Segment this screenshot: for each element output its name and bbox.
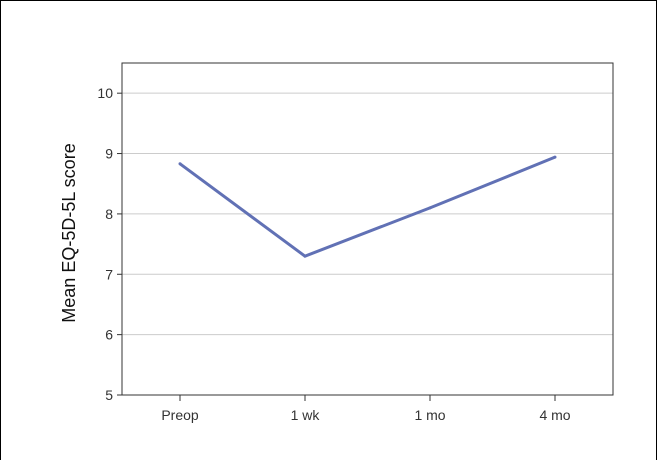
- series-line: [179, 155, 556, 258]
- axis-ticks: 5 6 7 8 9 10 Preop 1 wk 1 mo 4 mo: [97, 85, 570, 423]
- data-point: [178, 162, 182, 166]
- x-tick-label: 1 mo: [414, 407, 445, 423]
- plot-area: [121, 62, 614, 396]
- y-tick-label: 7: [105, 266, 113, 282]
- y-tick-label: 6: [105, 327, 113, 343]
- data-point: [553, 155, 557, 159]
- gridlines: [122, 92, 613, 336]
- x-tick-label: Preop: [161, 407, 199, 423]
- y-tick-label: 5: [105, 387, 113, 403]
- series-layer: [178, 155, 557, 258]
- y-tick-label: 9: [105, 146, 113, 162]
- data-point: [303, 254, 307, 258]
- x-tick-label: 4 mo: [539, 407, 570, 423]
- y-axis-title: Mean EQ-5D-5L score: [59, 143, 79, 322]
- y-tick-label: 8: [105, 206, 113, 222]
- x-tick-label: 1 wk: [291, 407, 321, 423]
- y-tick-label: 10: [97, 85, 113, 101]
- data-point: [428, 206, 432, 210]
